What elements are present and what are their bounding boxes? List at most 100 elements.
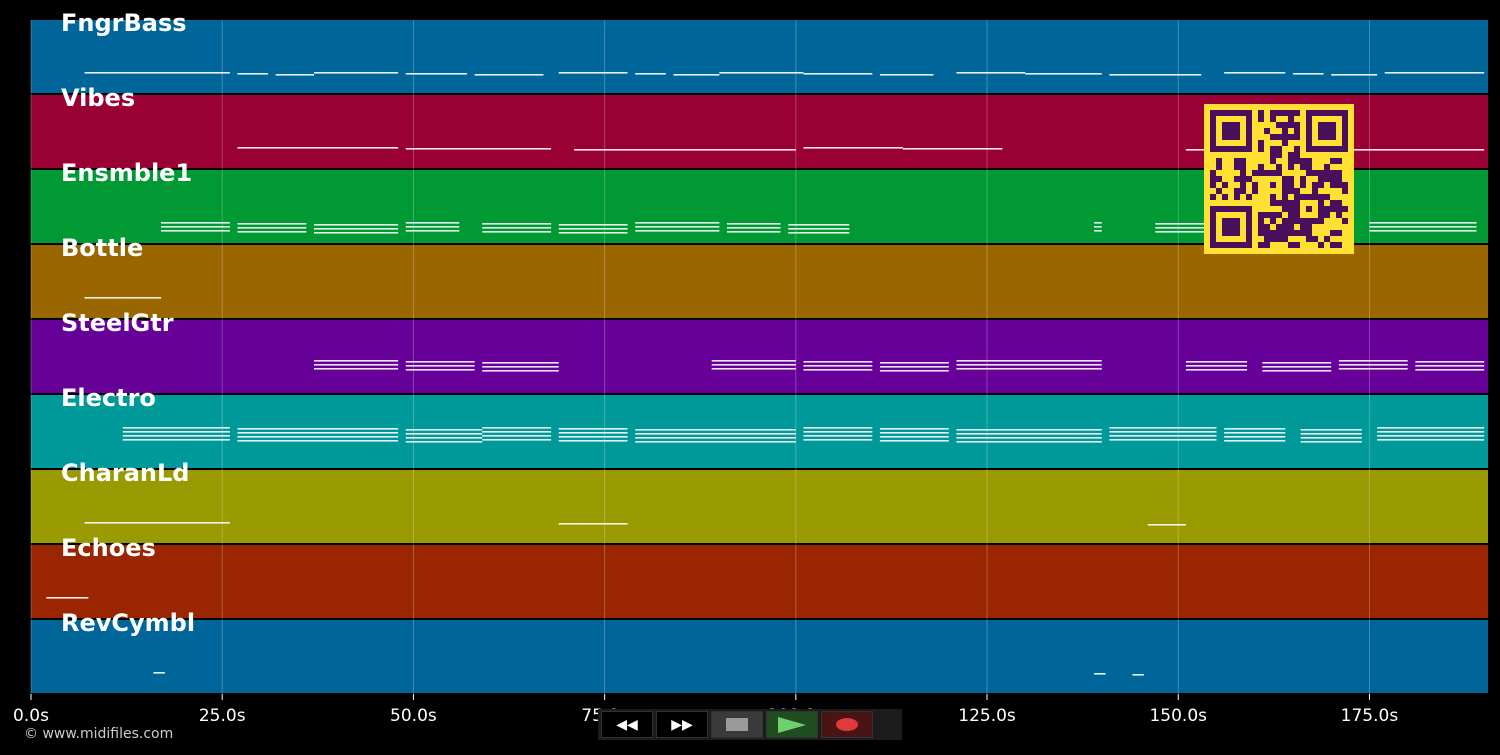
note-bar: [313, 228, 399, 230]
note-bar: [237, 440, 399, 442]
note-bar: [1300, 429, 1362, 431]
note-bar: [1224, 440, 1286, 442]
note-bar: [1262, 370, 1332, 372]
note-bar: [405, 441, 483, 443]
note-bar: [1415, 361, 1485, 363]
note-bar: [405, 361, 475, 363]
note-bar: [405, 226, 460, 228]
note-bar: [635, 73, 666, 75]
note-bar: [879, 428, 949, 430]
note-bar: [803, 147, 903, 149]
note-bar: [1224, 432, 1286, 434]
note-bar: [956, 441, 1102, 443]
note-bar: [1300, 437, 1362, 439]
note-bar: [635, 222, 720, 224]
note-bar: [405, 222, 460, 224]
note-bar: [1109, 439, 1217, 441]
note-bar: [558, 440, 628, 442]
note-bar: [313, 364, 399, 366]
note-bar: [161, 226, 230, 228]
record-button[interactable]: [821, 711, 873, 738]
note-bar: [46, 597, 89, 599]
note-bar: [1384, 72, 1485, 74]
note-bar: [122, 439, 230, 441]
note-bar: [558, 436, 628, 438]
note-bar: [635, 429, 796, 431]
note-bar: [956, 72, 1026, 74]
note-bar: [482, 439, 552, 441]
note-bar: [313, 232, 399, 234]
note-bar: [558, 432, 628, 434]
note-bar: [405, 369, 475, 371]
note-bar: [1155, 223, 1217, 225]
note-bar: [956, 360, 1102, 362]
note-bar: [803, 439, 873, 441]
note-bar: [1224, 72, 1286, 74]
note-bar: [1185, 365, 1248, 367]
stop-icon: [726, 718, 748, 731]
note-bar: [482, 370, 559, 372]
note-bar: [558, 72, 628, 74]
note-bar: [1094, 226, 1102, 228]
track-label-electro: Electro: [61, 384, 156, 412]
note-bar: [237, 231, 307, 233]
note-bar: [474, 74, 544, 76]
note-bar: [237, 73, 269, 75]
note-bar: [726, 223, 781, 225]
note-bar: [1109, 427, 1217, 429]
note-bar: [1094, 673, 1106, 675]
transport-controls: ◀◀ ▶▶: [598, 709, 902, 740]
play-button[interactable]: [766, 711, 818, 738]
note-bar: [803, 435, 873, 437]
note-bar: [711, 368, 796, 370]
tick-label: 175.0s: [1341, 706, 1399, 726]
note-bar: [1369, 222, 1477, 224]
note-bar: [405, 437, 483, 439]
stop-button[interactable]: [711, 711, 763, 738]
note-bar: [803, 427, 873, 429]
track-label-fngrbass: FngrBass: [61, 9, 187, 37]
note-bar: [275, 74, 314, 76]
note-bar: [956, 437, 1102, 439]
track-lane-charanld: [31, 470, 1488, 543]
note-bar: [879, 74, 934, 76]
note-bar: [405, 433, 483, 435]
copyright-text: © www.midifiles.com: [24, 726, 174, 742]
note-bar: [237, 227, 307, 229]
track-label-vibes: Vibes: [61, 84, 135, 112]
note-bar: [1415, 369, 1485, 371]
note-bar: [482, 366, 559, 368]
note-bar: [1025, 73, 1102, 75]
note-bar: [161, 222, 230, 224]
note-bar: [1377, 435, 1485, 437]
note-bar: [558, 228, 628, 230]
note-bar: [558, 232, 628, 234]
track-label-revcymbl: RevCymbl: [61, 609, 195, 637]
note-bar: [1338, 368, 1408, 370]
note-bar: [1147, 524, 1186, 526]
track-label-ensmble1: Ensmble1: [61, 159, 192, 187]
rewind-button[interactable]: ◀◀: [601, 711, 653, 738]
note-bar: [1109, 74, 1202, 76]
fast-forward-icon: ▶▶: [671, 716, 693, 733]
note-bar: [635, 437, 796, 439]
note-bar: [788, 224, 850, 226]
note-bar: [237, 147, 399, 149]
note-bar: [1377, 427, 1485, 429]
note-bar: [1132, 674, 1144, 676]
track-lane-echoes: [31, 545, 1488, 618]
note-bar: [153, 672, 165, 674]
play-icon: [778, 716, 806, 733]
note-bar: [161, 230, 230, 232]
note-bar: [902, 148, 1003, 150]
track-label-steelgtr: SteelGtr: [61, 309, 174, 337]
note-bar: [1338, 364, 1408, 366]
note-bar: [1377, 439, 1485, 441]
note-bar: [788, 232, 850, 234]
note-bar: [1109, 435, 1217, 437]
tick-label: 25.0s: [199, 706, 246, 726]
note-bar: [1224, 436, 1286, 438]
note-bar: [1094, 230, 1102, 232]
tick-label: 125.0s: [958, 706, 1016, 726]
fast-forward-button[interactable]: ▶▶: [656, 711, 708, 738]
